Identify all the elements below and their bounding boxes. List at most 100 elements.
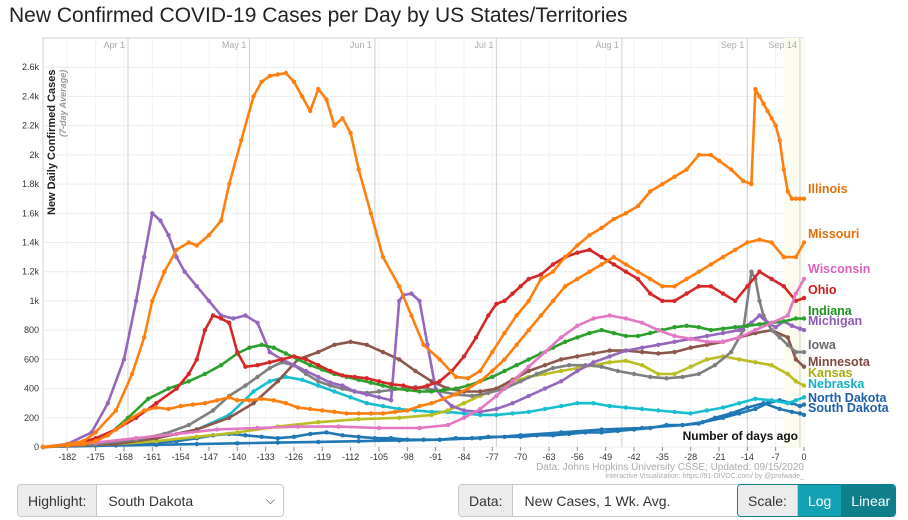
data-point: [704, 339, 710, 344]
data-point: [255, 374, 260, 380]
data-point: [316, 383, 321, 388]
data-point: [575, 368, 580, 374]
data-point: [142, 254, 147, 260]
data-point: [478, 379, 483, 384]
data-point: [376, 379, 382, 384]
data-point: [688, 336, 693, 342]
data-point: [623, 348, 629, 353]
data-point: [465, 376, 471, 381]
data-point: [364, 392, 369, 397]
data-point: [291, 79, 297, 85]
data-point: [510, 411, 515, 416]
linear-scale-button[interactable]: Linear: [841, 485, 895, 516]
data-point: [316, 374, 321, 380]
data-point: [696, 284, 701, 289]
data-point: [158, 218, 163, 223]
data-point: [129, 415, 135, 420]
data-point: [267, 365, 272, 371]
data-point: [558, 335, 564, 340]
data-point: [648, 189, 653, 194]
data-point: [757, 298, 762, 304]
data-point: [591, 401, 596, 406]
series-line: [41, 277, 806, 449]
highlight-select[interactable]: South Dakota ⌵: [97, 485, 283, 516]
data-point: [332, 409, 337, 415]
data-point: [781, 167, 786, 172]
date-marker-label: Sep 1: [721, 40, 745, 50]
data-point: [716, 158, 722, 163]
data-point: [81, 439, 86, 444]
data-point: [733, 298, 738, 304]
data-control: Data: New Cases, 1 Wk. Avg. ⌵: [458, 484, 762, 517]
data-point: [388, 398, 394, 403]
data-point: [259, 434, 264, 439]
y-tick-label: 200: [24, 413, 39, 423]
data-point: [558, 379, 564, 384]
data-point: [243, 364, 248, 369]
log-scale-button[interactable]: Log: [797, 485, 842, 516]
data-point: [121, 421, 127, 426]
data-point: [227, 181, 232, 187]
data-point: [214, 398, 220, 403]
data-point: [757, 322, 762, 327]
data-point: [623, 269, 629, 274]
highlight-label: Highlight:: [18, 485, 98, 516]
x-tick-label: -28: [684, 452, 697, 462]
data-point: [247, 398, 252, 403]
data-point: [486, 390, 491, 396]
data-point: [575, 335, 580, 340]
data-point: [623, 211, 629, 216]
data-point: [227, 395, 232, 400]
data-point: [781, 319, 786, 324]
data-select[interactable]: New Cases, 1 Wk. Avg. ⌵: [513, 485, 761, 516]
data-point: [591, 316, 596, 321]
data-point: [801, 349, 807, 355]
x-tick-label: -77: [486, 452, 499, 462]
series-michigan: [40, 211, 807, 450]
data-point: [518, 284, 523, 289]
data-point: [538, 313, 544, 318]
data-point: [316, 379, 321, 384]
data-point: [769, 320, 774, 325]
data-point: [308, 108, 313, 114]
data-point: [227, 320, 232, 325]
data-point: [154, 405, 159, 410]
data-point: [635, 333, 641, 339]
data-point: [324, 430, 329, 435]
data-point: [563, 284, 568, 289]
data-point: [684, 291, 689, 296]
data-point: [510, 379, 515, 384]
x-tick-label: -126: [285, 452, 303, 462]
y-tick-label: 2.2k: [22, 121, 40, 131]
series-line: [41, 270, 806, 449]
data-point: [781, 284, 786, 289]
data-point: [393, 409, 398, 415]
data-point: [753, 396, 758, 401]
data-point: [259, 396, 264, 401]
data-point: [672, 333, 677, 339]
series-label: Minnesota: [808, 355, 871, 369]
data-point: [429, 401, 434, 406]
data-point: [421, 342, 426, 347]
data-point: [461, 401, 467, 406]
data-point: [575, 323, 580, 328]
data-point: [623, 262, 629, 267]
series-minnesota: [40, 327, 807, 450]
data-point: [291, 363, 297, 368]
data-point: [542, 386, 548, 391]
x-tick-label: -63: [542, 452, 555, 462]
data-point: [567, 363, 572, 368]
data-point: [461, 408, 467, 413]
data-point: [797, 196, 803, 201]
data-point: [664, 376, 669, 381]
data-point: [166, 406, 171, 412]
data-point: [801, 412, 807, 418]
data-point: [469, 393, 475, 399]
data-point: [291, 354, 297, 359]
data-point: [672, 371, 677, 377]
y-tick-label: 600: [24, 354, 39, 364]
data-point: [761, 101, 766, 106]
data-point: [283, 351, 289, 356]
data-point: [538, 276, 544, 282]
data-point: [656, 342, 661, 347]
